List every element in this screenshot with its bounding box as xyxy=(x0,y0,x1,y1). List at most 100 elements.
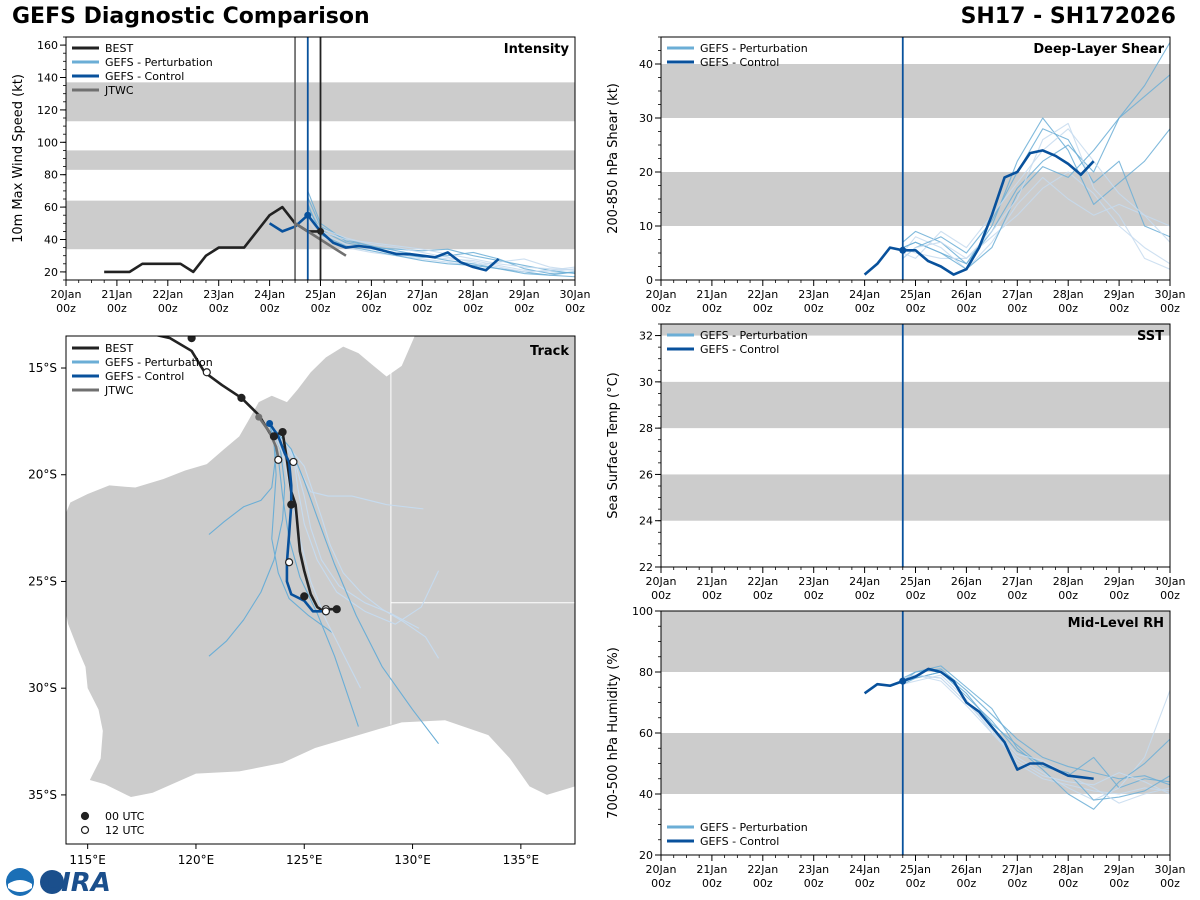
figure-title: GEFS Diagnostic Comparison xyxy=(12,4,370,29)
shear-plot-area xyxy=(661,37,1170,280)
rh-ylabel: 700-500 hPa Humidity (%) xyxy=(606,647,621,819)
sst-xtick-label-day: 24Jan xyxy=(849,575,880,588)
track-marker-legend-symbol xyxy=(80,811,90,821)
rh-series-pert xyxy=(902,671,1170,801)
rh-title: Mid-Level RH xyxy=(1068,616,1164,631)
track-series-pert xyxy=(269,423,420,629)
shear-ytick-label: 40 xyxy=(639,58,653,71)
intensity-xtick-label-hour: 00z xyxy=(56,302,76,315)
sst-xtick-label-hour: 00z xyxy=(1058,589,1078,602)
track-marker-12utc xyxy=(321,607,331,616)
rh-xtick-label-day: 26Jan xyxy=(951,863,982,876)
track-marker-12utc xyxy=(202,368,211,377)
rh-xtick-label-hour: 00z xyxy=(702,877,722,890)
shear-xtick-label-hour: 00z xyxy=(906,302,926,315)
rh-ytick-label: 40 xyxy=(639,788,653,801)
sst-xtick-label-hour: 00z xyxy=(804,589,824,602)
intensity-xtick-label-day: 20Jan xyxy=(51,288,82,301)
noaa-logo-wave xyxy=(8,880,32,892)
sst-legend-label: GEFS - Control xyxy=(700,343,779,356)
track-xtick-label: 120°E xyxy=(178,853,215,867)
intensity-ytick-label: 40 xyxy=(44,234,58,247)
rh-band xyxy=(661,611,1170,672)
intensity-legend-label: GEFS - Perturbation xyxy=(105,56,213,69)
shear-series-pert xyxy=(902,128,1170,259)
rh-xtick-label-day: 27Jan xyxy=(1002,863,1033,876)
shear-series-pert xyxy=(902,122,1170,270)
rh-xtick-label-hour: 00z xyxy=(804,877,824,890)
shear-xtick-label-hour: 00z xyxy=(1109,302,1129,315)
rh-panel: 2040608010020Jan00z21Jan00z22Jan00z23Jan… xyxy=(606,605,1185,890)
shear-series-pert xyxy=(902,74,1170,270)
shear-xtick-label-day: 28Jan xyxy=(1053,288,1084,301)
track-series-pert xyxy=(269,423,362,689)
intensity-series-pert xyxy=(307,206,575,275)
rh-xtick-label-day: 24Jan xyxy=(849,863,880,876)
intensity-xtick-label-day: 23Jan xyxy=(203,288,234,301)
shear-xtick-label-day: 27Jan xyxy=(1002,288,1033,301)
sst-xtick-label-day: 26Jan xyxy=(951,575,982,588)
sst-xtick-label-day: 20Jan xyxy=(646,575,677,588)
track-marker-00utc xyxy=(278,427,287,437)
shear-xtick-label-day: 25Jan xyxy=(900,288,931,301)
rh-xtick-label-day: 20Jan xyxy=(646,863,677,876)
shear-xtick-label-hour: 00z xyxy=(753,302,773,315)
australia-land xyxy=(66,336,575,798)
track-marker-legend-symbol xyxy=(80,825,90,835)
rh-xtick-label-hour: 00z xyxy=(1007,877,1027,890)
rh-xtick-label-day: 22Jan xyxy=(747,863,778,876)
track-title: Track xyxy=(530,344,569,359)
track-jtwc-start xyxy=(255,413,263,421)
sst-xtick-label-hour: 00z xyxy=(651,589,671,602)
sst-xtick-label-day: 21Jan xyxy=(696,575,727,588)
track-xtick-label: 135°E xyxy=(503,853,540,867)
sst-xtick-label-day: 22Jan xyxy=(747,575,778,588)
sst-legend-label: GEFS - Perturbation xyxy=(700,329,808,342)
shear-xtick-label-hour: 00z xyxy=(1007,302,1027,315)
intensity-xtick-label-hour: 00z xyxy=(107,302,127,315)
intensity-plot-area xyxy=(66,37,575,280)
sst-ytick-label: 28 xyxy=(639,422,653,435)
intensity-xtick-label-day: 29Jan xyxy=(509,288,540,301)
sst-xtick-label-hour: 00z xyxy=(702,589,722,602)
rh-xtick-label-day: 30Jan xyxy=(1155,863,1186,876)
shear-xtick-label-day: 26Jan xyxy=(951,288,982,301)
shear-xtick-label-hour: 00z xyxy=(804,302,824,315)
intensity-xtick-label-hour: 00z xyxy=(565,302,585,315)
sst-ytick-label: 24 xyxy=(639,515,653,528)
shear-xtick-label-day: 21Jan xyxy=(696,288,727,301)
intensity-series-pert xyxy=(307,214,575,273)
shear-panel: 01020304020Jan00z21Jan00z22Jan00z23Jan00… xyxy=(606,36,1185,315)
intensity-xtick-label-day: 28Jan xyxy=(458,288,489,301)
cira-logo-icon xyxy=(40,870,64,894)
shear-ytick-label: 0 xyxy=(646,274,653,287)
cira-logo-text: CIRA xyxy=(42,868,111,898)
track-marker-12utc xyxy=(289,457,298,467)
sst-xtick-label-hour: 00z xyxy=(906,589,926,602)
intensity-analysis-point xyxy=(304,211,312,219)
shear-xtick-label-hour: 00z xyxy=(651,302,671,315)
rh-xtick-label-hour: 00z xyxy=(1058,877,1078,890)
rh-ytick-label: 60 xyxy=(639,727,653,740)
track-legend-label: GEFS - Control xyxy=(105,370,184,383)
shear-series-pert xyxy=(902,117,1170,265)
sst-xtick-label-hour: 00z xyxy=(753,589,773,602)
intensity-ytick-label: 60 xyxy=(44,201,58,214)
shear-series-pert xyxy=(902,176,1170,270)
track-marker-12utc xyxy=(274,455,283,464)
track-xtick-label: 115°E xyxy=(69,853,106,867)
track-legend-label: GEFS - Perturbation xyxy=(105,356,213,369)
track-series-pert xyxy=(269,423,424,510)
rh-xtick-label-day: 28Jan xyxy=(1053,863,1084,876)
track-panel: 115°E 120°E 125°E 130°E 135°E 15°S 20°S 25°S 30°… xyxy=(28,335,576,867)
track-ytick-label: 30°S xyxy=(28,681,57,695)
track-control-start xyxy=(266,420,274,428)
intensity-xtick-label-hour: 00z xyxy=(362,302,382,315)
track-marker-00utc xyxy=(300,592,309,601)
shear-ytick-label: 20 xyxy=(639,166,653,179)
rh-ytick-label: 20 xyxy=(639,849,653,862)
intensity-xtick-label-day: 30Jan xyxy=(560,288,591,301)
sst-xtick-label-day: 28Jan xyxy=(1053,575,1084,588)
intensity-ytick-label: 20 xyxy=(44,266,58,279)
shear-xtick-label-day: 22Jan xyxy=(747,288,778,301)
